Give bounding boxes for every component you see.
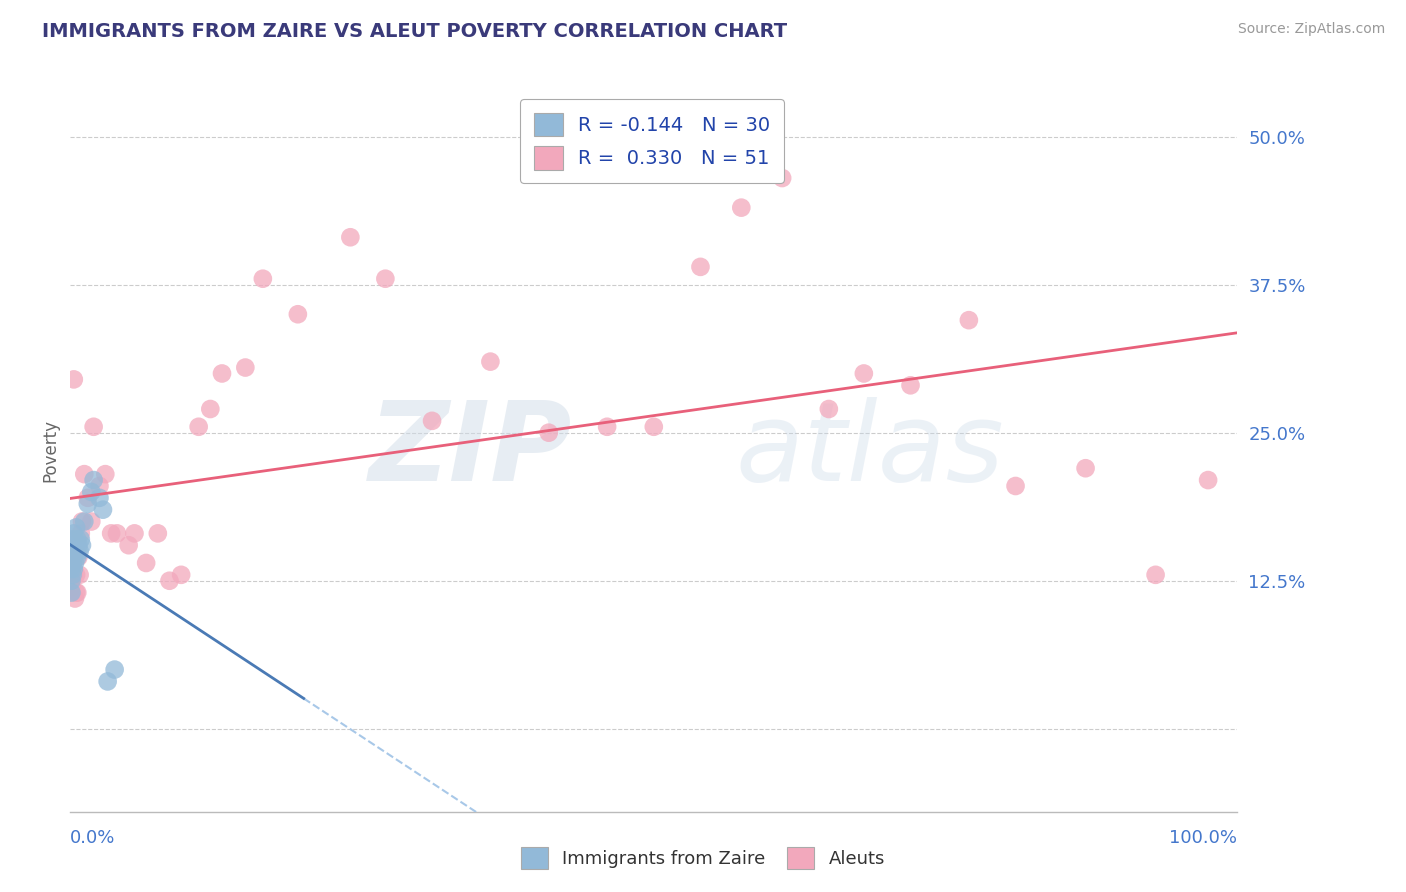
Point <box>62 526 84 541</box>
Point <box>63 538 86 552</box>
Y-axis label: Poverty: Poverty <box>41 419 59 482</box>
Point <box>62 556 84 570</box>
Point <box>67 538 90 552</box>
Point <box>83 419 105 434</box>
Point <box>89 479 111 493</box>
Point <box>69 567 91 582</box>
Text: atlas: atlas <box>735 397 1004 504</box>
Point <box>124 526 146 541</box>
Point <box>60 574 83 588</box>
Point <box>596 419 619 434</box>
Point <box>100 526 122 541</box>
Point <box>76 491 98 505</box>
Point <box>1144 567 1167 582</box>
Point <box>66 585 89 599</box>
Point <box>287 307 309 321</box>
Point <box>97 674 120 689</box>
Point <box>62 567 84 582</box>
Text: 100.0%: 100.0% <box>1170 830 1237 847</box>
Point <box>233 360 256 375</box>
Point <box>76 497 98 511</box>
Point <box>200 402 222 417</box>
Point <box>65 567 87 582</box>
Point <box>67 550 90 565</box>
Point <box>60 580 83 594</box>
Point <box>62 562 84 576</box>
Point <box>105 526 128 541</box>
Point <box>1004 479 1026 493</box>
Point <box>479 354 502 368</box>
Point <box>339 230 361 244</box>
Point <box>91 502 114 516</box>
Text: IMMIGRANTS FROM ZAIRE VS ALEUT POVERTY CORRELATION CHART: IMMIGRANTS FROM ZAIRE VS ALEUT POVERTY C… <box>42 22 787 41</box>
Point <box>63 556 86 570</box>
Point <box>60 562 83 576</box>
Point <box>900 378 922 392</box>
Point <box>537 425 560 440</box>
Point <box>62 544 84 558</box>
Point <box>818 402 841 417</box>
Point <box>73 515 96 529</box>
Point <box>60 585 83 599</box>
Point <box>957 313 980 327</box>
Point <box>60 550 83 565</box>
Point <box>70 515 93 529</box>
Point <box>65 544 87 558</box>
Text: Source: ZipAtlas.com: Source: ZipAtlas.com <box>1237 22 1385 37</box>
Point <box>62 567 84 582</box>
Point <box>65 585 87 599</box>
Point <box>374 271 396 285</box>
Point <box>643 419 665 434</box>
Point <box>80 515 103 529</box>
Point <box>1197 473 1219 487</box>
Point <box>770 171 793 186</box>
Point <box>62 372 84 386</box>
Point <box>62 550 84 565</box>
Point <box>146 526 169 541</box>
Point <box>62 533 84 547</box>
Point <box>94 467 117 482</box>
Point <box>211 367 233 381</box>
Point <box>135 556 157 570</box>
Point <box>252 271 274 285</box>
Point <box>852 367 875 381</box>
Point <box>66 550 89 565</box>
Point <box>60 538 83 552</box>
Point <box>83 473 105 487</box>
Point <box>89 491 111 505</box>
Point <box>80 484 103 499</box>
Point <box>69 544 91 558</box>
Point <box>65 520 87 534</box>
Point <box>118 538 141 552</box>
Point <box>73 467 96 482</box>
Point <box>104 663 127 677</box>
Point <box>187 419 209 434</box>
Legend: Immigrants from Zaire, Aleuts: Immigrants from Zaire, Aleuts <box>512 838 894 879</box>
Point <box>60 562 83 576</box>
Point <box>170 567 193 582</box>
Point <box>689 260 711 274</box>
Text: 0.0%: 0.0% <box>70 830 115 847</box>
Point <box>66 533 89 547</box>
Point <box>159 574 181 588</box>
Point <box>69 533 91 547</box>
Point <box>69 526 91 541</box>
Legend: R = -0.144   N = 30, R =  0.330   N = 51: R = -0.144 N = 30, R = 0.330 N = 51 <box>520 99 785 184</box>
Point <box>63 591 86 606</box>
Point <box>420 414 443 428</box>
Text: ZIP: ZIP <box>368 397 572 504</box>
Point <box>70 538 93 552</box>
Point <box>62 550 84 565</box>
Point <box>1074 461 1097 475</box>
Point <box>730 201 752 215</box>
